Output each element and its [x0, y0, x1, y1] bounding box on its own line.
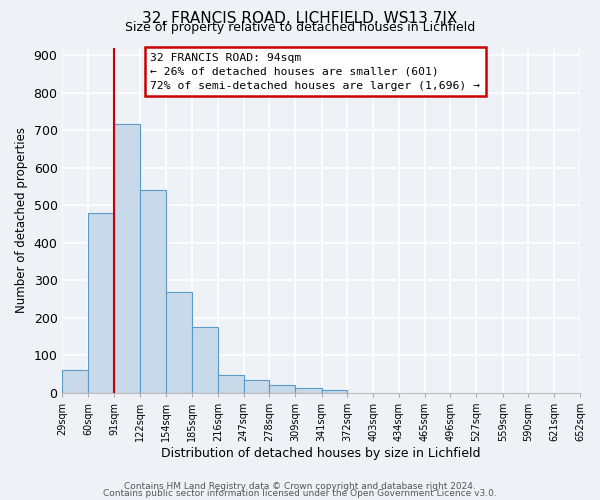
Text: 32, FRANCIS ROAD, LICHFIELD, WS13 7JX: 32, FRANCIS ROAD, LICHFIELD, WS13 7JX — [142, 11, 458, 26]
Text: 32 FRANCIS ROAD: 94sqm
← 26% of detached houses are smaller (601)
72% of semi-de: 32 FRANCIS ROAD: 94sqm ← 26% of detached… — [151, 52, 481, 90]
Text: Contains HM Land Registry data © Crown copyright and database right 2024.: Contains HM Land Registry data © Crown c… — [124, 482, 476, 491]
Bar — [322, 390, 347, 393]
X-axis label: Distribution of detached houses by size in Lichfield: Distribution of detached houses by size … — [161, 447, 481, 460]
Bar — [114, 124, 140, 393]
Y-axis label: Number of detached properties: Number of detached properties — [15, 127, 28, 313]
Bar — [140, 190, 166, 393]
Text: Contains public sector information licensed under the Open Government Licence v3: Contains public sector information licen… — [103, 488, 497, 498]
Bar — [88, 212, 114, 393]
Bar — [244, 380, 269, 393]
Bar — [166, 292, 192, 393]
Bar — [218, 375, 244, 393]
Bar — [192, 327, 218, 393]
Bar — [62, 370, 88, 393]
Bar — [269, 386, 295, 393]
Text: Size of property relative to detached houses in Lichfield: Size of property relative to detached ho… — [125, 21, 475, 34]
Bar — [295, 388, 322, 393]
